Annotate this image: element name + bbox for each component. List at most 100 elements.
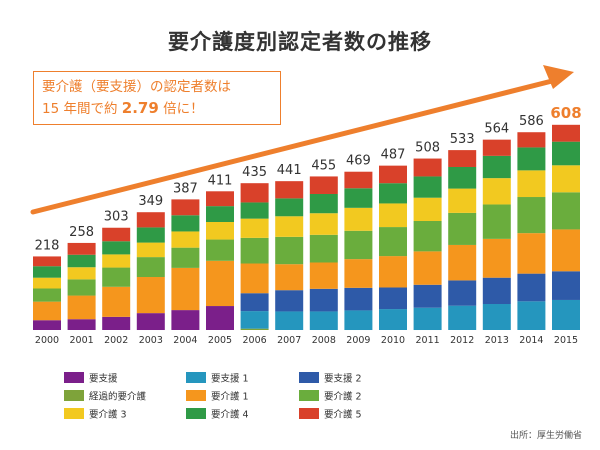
- bar-segment-2010-要支援1: [379, 309, 407, 330]
- bar-segment-2007-要介護1: [275, 264, 304, 291]
- bar-segment-2009-要介護5: [344, 171, 373, 189]
- bar-segment-2009-要介護3: [344, 207, 373, 231]
- bar-segment-2005-要支援: [206, 306, 234, 330]
- bar-segment-2011-要介護1: [413, 251, 442, 285]
- total-label-2010: 487: [381, 148, 406, 163]
- bar-segment-2007-要介護3: [275, 216, 304, 237]
- x-tick-label-2006: 2006: [243, 335, 267, 346]
- legend-label-要介護2: 要介護 2: [324, 391, 362, 403]
- x-tick-label-2011: 2011: [416, 335, 440, 346]
- bar-segment-2001-要介護3: [67, 267, 96, 280]
- bar-segment-2002-要支援: [102, 316, 131, 330]
- bar-segment-2014-要介護1: [517, 233, 546, 274]
- bar-segment-2013-要支援2: [482, 277, 511, 305]
- x-tick-label-2010: 2010: [381, 335, 405, 346]
- bar-segment-2015-要介護1: [552, 229, 580, 272]
- bar-segment-2015-要介護2: [552, 192, 580, 230]
- bar-segment-2014-要介護4: [517, 147, 546, 171]
- total-label-2004: 387: [173, 181, 198, 196]
- total-label-2014: 586: [519, 114, 544, 129]
- bar-segment-2014-要支援1: [517, 301, 546, 330]
- bar-segment-2009-要支援2: [344, 287, 373, 311]
- bar-segment-2010-要介護1: [379, 256, 407, 288]
- bar-segment-2002-要介護3: [102, 254, 131, 268]
- bar-segment-2005-要介護4: [206, 206, 234, 222]
- trend-arrow-head: [543, 65, 574, 89]
- bar-segment-2011-要介護4: [413, 176, 442, 198]
- x-tick-label-2008: 2008: [312, 335, 336, 346]
- bar-segment-2003-要介護5: [136, 212, 165, 228]
- trend-arrow-line: [30, 77, 559, 215]
- legend-swatch-経過的要介護: [64, 390, 84, 401]
- bar-segment-2005-要介護2: [206, 239, 234, 261]
- bar-segment-2008-要支援2: [309, 288, 338, 312]
- legend-swatch-要介護3: [64, 408, 84, 419]
- x-tick-label-2003: 2003: [139, 335, 163, 346]
- callout-line-2-suffix: 倍に！: [158, 101, 204, 117]
- bar-segment-2006-経過的要介護: [240, 328, 269, 330]
- bar-segment-2008-要介護2: [309, 234, 338, 263]
- legend-label-経過的要介護: 経過的要介護: [89, 391, 147, 403]
- bar-segment-2001-要介護2: [67, 279, 96, 296]
- bar-segment-2008-要支援1: [309, 311, 338, 330]
- callout-box: 要介護（要支援）の認定者数は 15 年間で約 2.79 倍に！: [33, 71, 281, 125]
- bar-segment-2015-要介護4: [552, 141, 580, 166]
- legend-label-要介護1: 要介護 1: [211, 391, 249, 403]
- bar-segment-2007-要支援1: [275, 311, 304, 330]
- bar-segment-2003-要介護4: [136, 227, 165, 243]
- total-label-2007: 441: [277, 163, 302, 178]
- bar-segment-2007-要支援2: [275, 290, 304, 312]
- legend-label-要支援: 要支援: [89, 373, 118, 385]
- x-tick-label-2012: 2012: [450, 335, 474, 346]
- bar-segment-2009-要介護4: [344, 188, 373, 208]
- bar-segment-2000-要介護2: [33, 288, 61, 302]
- bar-segment-2014-要支援2: [517, 273, 546, 302]
- bar-segment-2014-要介護5: [517, 132, 546, 148]
- bar-segment-2010-要支援2: [379, 287, 407, 310]
- bar-segment-2002-要介護4: [102, 241, 131, 255]
- total-label-2012: 533: [450, 132, 475, 147]
- chart-title: 要介護度別認定者数の推移: [168, 30, 432, 54]
- bar-segment-2013-要介護2: [482, 204, 511, 239]
- bar-segment-2014-要介護3: [517, 170, 546, 198]
- bar-segment-2004-要介護5: [171, 199, 200, 216]
- bar-segment-2012-要介護3: [448, 188, 477, 213]
- bar-segment-2011-要介護3: [413, 197, 442, 221]
- legend-swatch-要介護5: [299, 408, 319, 419]
- bar-segment-2003-要介護3: [136, 242, 165, 258]
- bar-segment-2008-要介護3: [309, 213, 338, 235]
- legend-label-要支援2: 要支援 2: [324, 373, 362, 385]
- total-label-2003: 349: [138, 194, 163, 209]
- bar-segment-2010-要介護2: [379, 227, 407, 257]
- bar-segment-2001-要介護4: [67, 254, 96, 268]
- legend-swatch-要支援: [64, 372, 84, 383]
- bar-segment-2012-要支援2: [448, 280, 477, 306]
- bar-segment-2006-要介護4: [240, 202, 269, 219]
- x-tick-label-2001: 2001: [70, 335, 94, 346]
- bar-segment-2004-要介護4: [171, 215, 200, 232]
- bar-segment-2007-要介護5: [275, 181, 304, 199]
- bar-segment-2000-要介護1: [33, 301, 61, 321]
- bar-segment-2013-要介護3: [482, 178, 511, 205]
- bar-segment-2015-要支援2: [552, 271, 580, 300]
- legend-swatch-要介護4: [186, 408, 206, 419]
- bar-segment-2006-要支援1: [240, 311, 269, 329]
- bar-segment-2010-要介護5: [379, 165, 407, 184]
- bar-segment-2006-要介護1: [240, 263, 269, 294]
- bar-segment-2012-要介護5: [448, 150, 477, 167]
- bar-segment-2002-要介護2: [102, 267, 131, 287]
- x-tick-label-2005: 2005: [208, 335, 232, 346]
- total-label-2015: 608: [550, 104, 581, 122]
- bar-segment-2015-要介護5: [552, 124, 580, 142]
- total-label-2009: 469: [346, 154, 371, 169]
- bar-segment-2004-要介護1: [171, 267, 200, 311]
- callout-line-2: 15 年間で約 2.79 倍に！: [42, 98, 272, 120]
- bar-segment-2006-要支援2: [240, 293, 269, 312]
- callout-line-2-prefix: 15 年間で約: [42, 101, 122, 117]
- bar-segment-2003-要介護2: [136, 257, 165, 278]
- bar-segment-2012-要支援1: [448, 305, 477, 330]
- legend-label-要介護5: 要介護 5: [324, 409, 362, 421]
- total-label-2011: 508: [415, 141, 440, 156]
- bar-segment-2005-要介護3: [206, 222, 234, 240]
